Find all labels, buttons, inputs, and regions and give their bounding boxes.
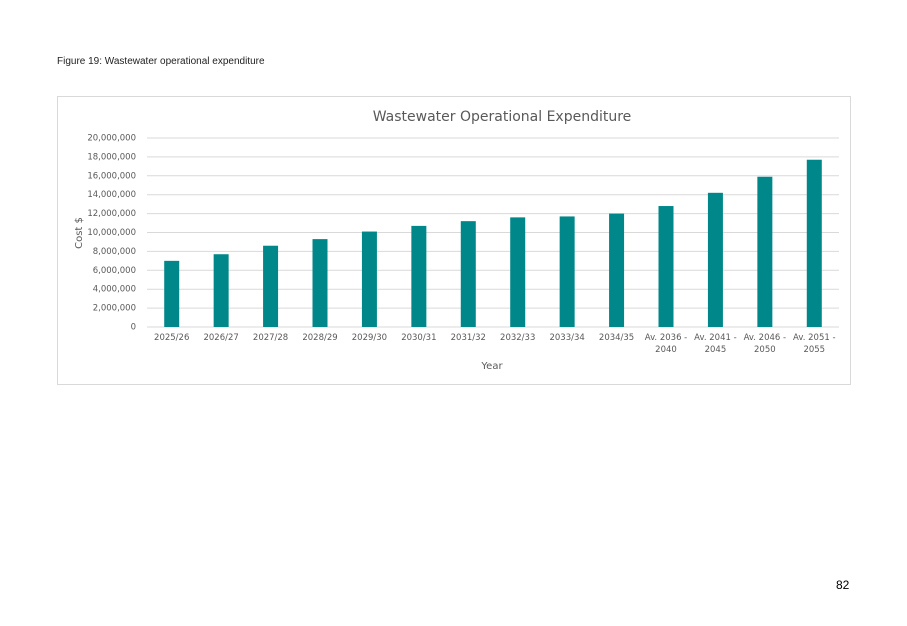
x-tick-label: 2030/31 xyxy=(401,333,437,343)
bar xyxy=(312,239,328,327)
chart-frame: Wastewater Operational Expenditure Cost … xyxy=(57,96,851,385)
x-tick-label: 2025/26 xyxy=(154,333,190,343)
x-tick-label: Av. 2046 - 2050 xyxy=(743,333,787,355)
bar xyxy=(411,225,427,327)
x-tick-label: 2033/34 xyxy=(549,333,585,343)
bar xyxy=(460,221,476,327)
bar xyxy=(213,254,229,327)
y-axis-label: Cost $ xyxy=(74,217,85,249)
y-tick-label: 4,000,000 xyxy=(93,285,136,295)
x-tick-label: Av. 2041 - 2045 xyxy=(694,333,737,355)
y-tick-label: 2,000,000 xyxy=(93,304,136,314)
bar xyxy=(164,260,180,327)
y-tick-label: 12,000,000 xyxy=(87,209,136,219)
y-tick-label: 18,000,000 xyxy=(87,152,136,162)
bar xyxy=(609,213,625,327)
x-tick-label: 2026/27 xyxy=(203,333,239,343)
y-tick-label: 6,000,000 xyxy=(93,266,136,276)
chart-title: Wastewater Operational Expenditure xyxy=(373,109,632,125)
y-tick-label: 0 xyxy=(131,323,136,333)
y-tick-label: 16,000,000 xyxy=(87,171,136,181)
bar xyxy=(510,217,526,327)
y-tick-label: 8,000,000 xyxy=(93,247,136,257)
x-tick-label: Av. 2036 - 2040 xyxy=(644,333,688,355)
bar xyxy=(707,192,723,327)
page-number: 82 xyxy=(836,578,850,592)
bar xyxy=(806,159,822,327)
y-tick-label: 10,000,000 xyxy=(87,228,136,238)
y-tick-label: 14,000,000 xyxy=(87,190,136,200)
x-tick-label: 2027/28 xyxy=(252,333,289,343)
bar xyxy=(361,231,377,327)
y-tick-label: 20,000,000 xyxy=(87,134,136,144)
x-tick-label: 2031/32 xyxy=(450,333,486,343)
x-tick-label: 2029/30 xyxy=(351,333,388,343)
bar xyxy=(263,245,279,327)
x-tick-label: Av. 2051 - 2055 xyxy=(793,333,836,355)
chart: Wastewater Operational Expenditure Cost … xyxy=(74,109,839,372)
x-tick-label: 2028/29 xyxy=(302,333,338,343)
bar xyxy=(658,206,674,327)
x-tick-label: 2034/35 xyxy=(598,333,635,343)
bar xyxy=(559,216,575,327)
bar xyxy=(757,176,773,327)
x-tick-label: 2032/33 xyxy=(500,333,536,343)
figure-caption: Figure 19: Wastewater operational expend… xyxy=(57,56,265,67)
x-axis-label: Year xyxy=(480,361,503,372)
